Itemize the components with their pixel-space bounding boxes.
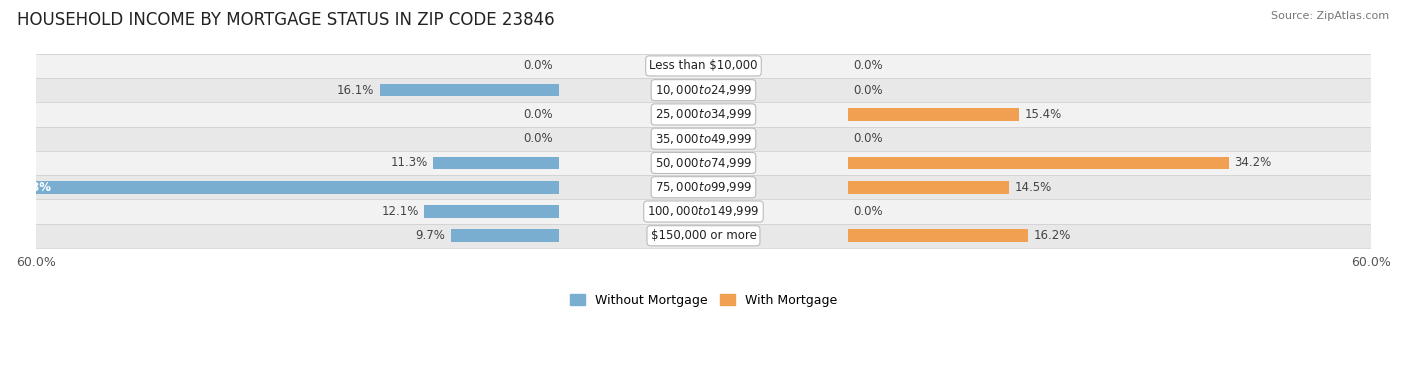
Bar (37, 224, 1371, 248)
Text: 0.0%: 0.0% (853, 205, 883, 218)
Bar (37, 151, 1371, 175)
Bar (380, 84, 558, 97)
Text: 9.7%: 9.7% (415, 229, 446, 242)
Text: 16.1%: 16.1% (337, 84, 374, 97)
Text: $75,000 to $99,999: $75,000 to $99,999 (655, 180, 752, 194)
Text: 0.0%: 0.0% (523, 132, 554, 145)
Text: 0.0%: 0.0% (523, 108, 554, 121)
Text: 0.0%: 0.0% (853, 84, 883, 97)
Bar (37, 199, 1371, 224)
Text: $35,000 to $49,999: $35,000 to $49,999 (655, 132, 752, 146)
Bar (848, 230, 1028, 242)
Bar (433, 157, 558, 169)
Text: 50.8%: 50.8% (10, 181, 51, 194)
Bar (425, 205, 558, 218)
Text: 14.5%: 14.5% (1015, 181, 1052, 194)
Bar (451, 230, 558, 242)
Bar (37, 127, 1371, 151)
Text: $50,000 to $74,999: $50,000 to $74,999 (655, 156, 752, 170)
Text: Less than $10,000: Less than $10,000 (650, 60, 758, 72)
Text: 0.0%: 0.0% (523, 60, 554, 72)
Bar (37, 102, 1371, 127)
Bar (848, 108, 1019, 121)
Bar (37, 175, 1371, 199)
Legend: Without Mortgage, With Mortgage: Without Mortgage, With Mortgage (565, 289, 842, 312)
Text: $150,000 or more: $150,000 or more (651, 229, 756, 242)
Bar (37, 78, 1371, 102)
Bar (848, 181, 1010, 193)
Text: 16.2%: 16.2% (1033, 229, 1071, 242)
Text: 11.3%: 11.3% (391, 156, 427, 170)
Text: 12.1%: 12.1% (381, 205, 419, 218)
Text: 34.2%: 34.2% (1234, 156, 1271, 170)
Text: 0.0%: 0.0% (853, 132, 883, 145)
Text: $10,000 to $24,999: $10,000 to $24,999 (655, 83, 752, 97)
Text: $25,000 to $34,999: $25,000 to $34,999 (655, 107, 752, 121)
Bar (0, 181, 558, 193)
Text: 15.4%: 15.4% (1025, 108, 1063, 121)
Text: Source: ZipAtlas.com: Source: ZipAtlas.com (1271, 11, 1389, 21)
Text: 0.0%: 0.0% (853, 60, 883, 72)
Bar (37, 54, 1371, 78)
Bar (848, 157, 1229, 169)
Text: $100,000 to $149,999: $100,000 to $149,999 (647, 204, 759, 219)
Text: HOUSEHOLD INCOME BY MORTGAGE STATUS IN ZIP CODE 23846: HOUSEHOLD INCOME BY MORTGAGE STATUS IN Z… (17, 11, 554, 29)
